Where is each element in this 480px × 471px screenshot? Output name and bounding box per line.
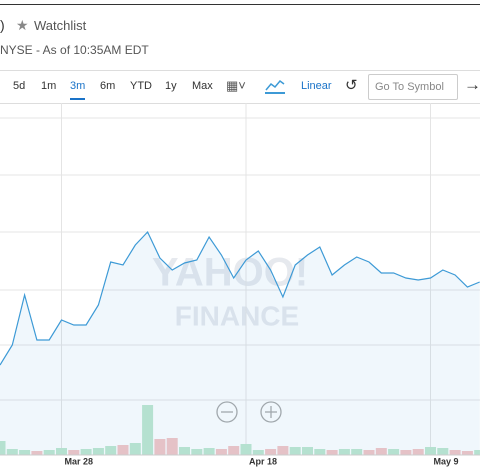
range-button[interactable]: 1y xyxy=(165,80,177,92)
go-button[interactable]: → xyxy=(464,75,480,94)
volume-bar xyxy=(80,449,92,455)
toolbar xyxy=(0,70,480,104)
volume-bar xyxy=(314,449,326,455)
volume-bar xyxy=(154,439,166,455)
symbol-input[interactable]: Go To Symbol xyxy=(368,74,458,100)
volume-bar xyxy=(0,441,6,455)
watermark: FINANCE xyxy=(175,300,299,331)
volume-bar xyxy=(265,449,277,455)
x-tick-label: May 9 xyxy=(434,456,459,466)
exchange-note: NYSE - As of 10:35AM EDT xyxy=(0,43,149,57)
volume-bar xyxy=(68,450,80,455)
zoom-in[interactable] xyxy=(260,401,282,423)
star-icon[interactable]: ★ xyxy=(16,17,29,33)
volume-bar xyxy=(375,448,387,455)
x-tick-label: Apr 18 xyxy=(249,456,277,466)
volume-bar xyxy=(240,444,252,455)
volume-bar xyxy=(412,449,424,455)
range-button[interactable]: 3m xyxy=(70,80,86,100)
volume-bar xyxy=(437,448,449,455)
volume-bar xyxy=(92,448,104,455)
volume-bar xyxy=(474,450,480,455)
watchlist[interactable]: Watchlist xyxy=(34,18,87,33)
watermark: YAHOO! xyxy=(152,251,308,295)
range-button[interactable]: Max xyxy=(192,80,213,92)
range-button[interactable]: 5d xyxy=(13,80,26,92)
volume-bar xyxy=(400,450,412,455)
volume-bar xyxy=(277,446,289,455)
volume-bar xyxy=(302,447,313,455)
range-button[interactable]: YTD xyxy=(130,80,152,92)
volume-bar xyxy=(252,450,264,455)
volume-bar xyxy=(129,443,141,455)
volume-bar xyxy=(289,447,301,455)
volume-bar xyxy=(338,449,350,455)
volume-bar xyxy=(56,448,67,455)
top-border xyxy=(0,4,480,5)
calendar-icon[interactable]: ▦˅ xyxy=(226,78,246,93)
range-button[interactable]: 6m xyxy=(100,80,116,92)
volume-bar xyxy=(215,449,227,455)
zoom-out[interactable] xyxy=(216,401,238,423)
volume-bar xyxy=(43,450,55,455)
volume-bar xyxy=(166,438,178,455)
volume-bar xyxy=(425,447,436,455)
volume-bar xyxy=(31,451,43,455)
volume-bar xyxy=(191,449,203,455)
price-line xyxy=(0,230,480,366)
ticker-name: ) xyxy=(0,17,5,33)
volume-bar xyxy=(228,446,240,455)
volume-bar xyxy=(203,448,215,455)
scale-toggle[interactable]: Linear xyxy=(301,80,332,92)
price-area xyxy=(0,232,480,455)
volume-bar xyxy=(117,445,129,455)
volume-bar xyxy=(461,451,473,455)
volume-bar xyxy=(449,450,461,455)
volume-bar xyxy=(6,449,18,455)
range-button[interactable]: 1m xyxy=(41,80,57,92)
volume-bar xyxy=(351,449,363,455)
volume-bar xyxy=(142,405,154,455)
reset-icon[interactable]: ↺ xyxy=(345,77,358,94)
zoom-controls xyxy=(216,401,282,423)
grid xyxy=(0,117,480,401)
volume-bar xyxy=(179,447,190,455)
volume-bar xyxy=(105,446,117,455)
symbol-placeholder: Go To Symbol xyxy=(375,81,444,93)
volume-bar xyxy=(326,450,338,455)
volume-bar xyxy=(363,450,375,455)
chart-type-icon[interactable] xyxy=(265,78,285,94)
volume-bar xyxy=(388,449,400,455)
x-tick-label: Mar 28 xyxy=(65,456,94,466)
volume-bar xyxy=(19,450,31,455)
